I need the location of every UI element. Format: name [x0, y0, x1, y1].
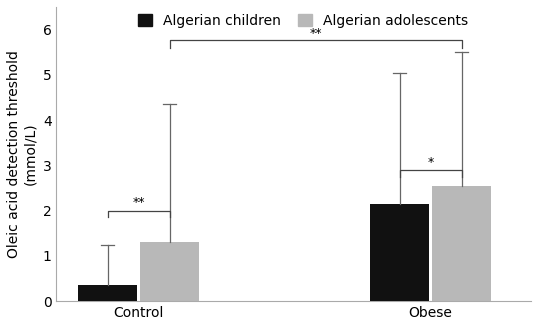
Bar [371, 204, 429, 301]
Y-axis label: Oleic acid detection threshold
(mmol/L): Oleic acid detection threshold (mmol/L) [7, 50, 37, 258]
Bar [79, 285, 137, 301]
Text: **: ** [309, 26, 322, 40]
Bar [433, 186, 491, 301]
Text: *: * [428, 156, 434, 168]
Bar [140, 242, 199, 301]
Legend: Algerian children, Algerian adolescents: Algerian children, Algerian adolescents [138, 14, 468, 28]
Text: **: ** [132, 196, 145, 209]
